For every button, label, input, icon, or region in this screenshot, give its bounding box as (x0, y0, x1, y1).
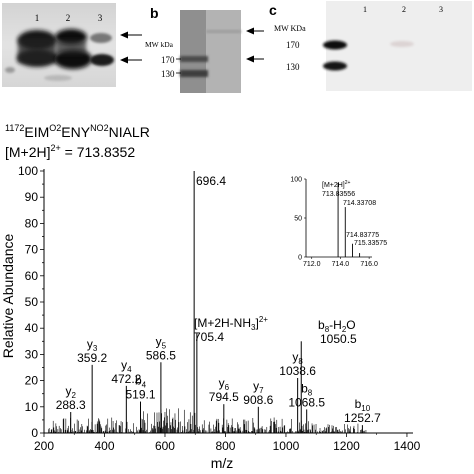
x-tick-label: 400 (94, 439, 114, 453)
y-tick-label: 50 (25, 295, 39, 309)
ion-label: y7 (253, 379, 264, 395)
inset-isotope-plot: 0 50 100 712.0 714.0 716.0 [M+2H]2+ 713.83556… (290, 177, 387, 269)
y-tick-label: 0 (31, 426, 38, 440)
panel-a-arrow-upper (120, 31, 142, 39)
ion-mz-label: 1252.7 (344, 411, 381, 425)
precursor-mass: [M+2H]2+ = 713.8352 (5, 143, 135, 160)
ion-mz-label: 908.6 (243, 393, 273, 407)
y-tick-label: 90 (25, 190, 39, 204)
ion-label: b8 (301, 381, 313, 397)
panel-c-lane-3: 3 (439, 5, 443, 14)
band-c-170 (323, 40, 347, 50)
base-peak-label: 696.4 (196, 174, 226, 188)
band-c-130 (323, 61, 347, 71)
inset-x-tick-label: 716.0 (360, 261, 378, 268)
panel-a-lane-3: 3 (98, 13, 103, 23)
inset-x-tick-label: 714.0 (332, 261, 350, 268)
ion-label: y6 (219, 376, 230, 392)
ion-label: y4 (121, 358, 132, 374)
ion-mz-label: 359.2 (77, 351, 107, 365)
inset-y-tick-label: 50 (294, 216, 302, 223)
panel-c-letter: c (269, 2, 277, 18)
panel-c-mw-label: MW KDa (274, 24, 306, 33)
panel-b-marker-130: 130 (161, 69, 175, 79)
ion-mz-label: 586.5 (146, 348, 176, 362)
panel-c-marker-170: 170 (286, 40, 300, 50)
y-tick-label: 20 (25, 374, 39, 388)
water-loss-label: b8-H2O 1050.5 (318, 318, 357, 346)
peptide-sequence: 1172EIMO2ENYNO2NIALR (5, 123, 150, 140)
y-tick-label: 80 (25, 216, 39, 230)
inset-y-tick-label: 0 (298, 255, 302, 262)
ion-mz-label: 1068.5 (288, 395, 325, 409)
ion-mz-label: 472.2 (111, 372, 141, 386)
x-tick-label: 1400 (394, 439, 421, 453)
panel-c-blot: c MW KDa 170 130 1 2 3 (269, 1, 472, 91)
svg-text:[M+2H-NH3]2+: [M+2H-NH3]2+ (194, 315, 268, 332)
x-tick-label: 200 (34, 439, 54, 453)
y-tick-label: 100 (18, 164, 38, 178)
ion-label: y5 (156, 334, 167, 350)
x-ticks: 200 400 600 800 1000 1200 1400 (34, 433, 421, 453)
inset-y-tick-label: 100 (290, 177, 302, 184)
panel-c-marker-130: 130 (286, 62, 300, 72)
inset-peak-label-3: 714.83775 (346, 232, 379, 239)
y-tick-label: 40 (25, 321, 39, 335)
y-tick-label: 30 (25, 347, 39, 361)
ion-mz-label: 519.1 (125, 388, 155, 402)
panel-b-arrow-upper (246, 27, 264, 35)
panel-b-blot: b MW kDa 170 130 (145, 5, 264, 93)
inset-precursor-label: [M+2H]2+ (322, 180, 351, 189)
ion-label: y8 (292, 350, 303, 366)
panel-a-arrow-lower (120, 56, 142, 64)
ion-mz-label: 288.3 (56, 398, 86, 412)
nh3-loss-label: [M+2H-NH3]2+ 705.4 (194, 315, 268, 344)
inset-peaks (337, 182, 361, 257)
panel-a-lane-2: 2 (66, 13, 71, 23)
svg-text:705.4: 705.4 (194, 330, 224, 344)
y-tick-label: 70 (25, 243, 39, 257)
y-tick-label: 10 (25, 400, 39, 414)
y-ticks: 0 10 20 30 40 50 60 70 80 90 100 (18, 164, 44, 440)
x-tick-label: 1200 (333, 439, 360, 453)
noise-peaks (48, 408, 367, 433)
labeled-peaks (70, 171, 363, 433)
ion-label: y3 (87, 337, 98, 353)
ion-label: b10 (355, 397, 371, 413)
ion-label: y2 (65, 384, 76, 400)
svg-text:b8-H2O: b8-H2O (318, 318, 356, 334)
inset-x-tick-label: 712.0 (303, 261, 321, 268)
panel-a-lane-1: 1 (35, 13, 40, 23)
band-lane3-upper (90, 33, 112, 43)
panel-b-arrow-lower (246, 55, 264, 63)
ion-mz-label: 794.5 (209, 390, 239, 404)
panel-b-mw-label: MW kDa (145, 40, 174, 49)
panel-a-blot: 1 2 3 (2, 3, 142, 87)
band-lane3-lower (90, 54, 114, 66)
blot-b-marker-lane (180, 10, 208, 93)
spectrum-header: 1172EIMO2ENYNO2NIALR [M+2H]2+ = 713.8352 (5, 123, 150, 160)
inset-peak-label-1: 713.83556 (322, 191, 355, 198)
ion-label: b4 (135, 374, 147, 390)
y-axis-label: Relative Abundance (0, 234, 16, 359)
panel-c-lane-1: 1 (363, 5, 367, 14)
inset-ticks: 0 50 100 712.0 714.0 716.0 (290, 177, 378, 269)
panel-c-lane-2: 2 (402, 5, 406, 14)
band-b-170 (180, 56, 208, 62)
panel-b-letter: b (150, 5, 159, 21)
x-tick-label: 800 (215, 439, 235, 453)
inset-peak-label-2: 714.33708 (343, 200, 376, 207)
panel-b-marker-170: 170 (161, 55, 175, 65)
inset-peak-label-4: 715.33575 (354, 240, 387, 247)
x-axis-label: m/z (211, 455, 234, 471)
y-tick-label: 60 (25, 269, 39, 283)
svg-text:1050.5: 1050.5 (320, 332, 357, 346)
x-tick-label: 1000 (273, 439, 300, 453)
band-b-130 (180, 70, 208, 77)
x-tick-label: 600 (155, 439, 175, 453)
ion-mz-label: 1038.6 (279, 364, 316, 378)
